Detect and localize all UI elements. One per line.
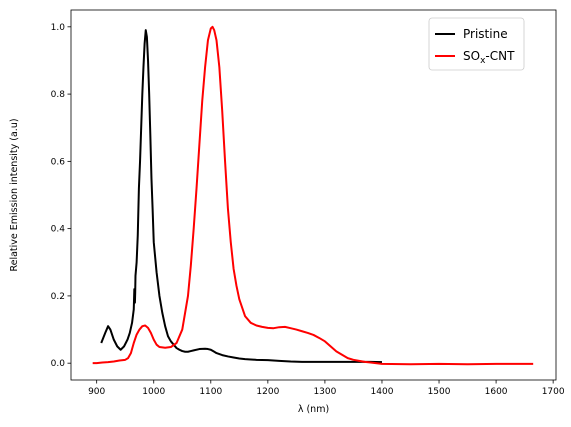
x-tick-label: 900	[88, 387, 105, 397]
x-tick-label: 1200	[256, 387, 279, 397]
series-line-sox-cnt	[92, 25, 534, 366]
plot-frame	[70, 9, 557, 381]
series-layer	[92, 25, 534, 366]
ticks-layer: 900 1000 1100 1200 1300 1400 1500 1600 1700 0.0 0.…	[51, 23, 565, 397]
y-axis-label: Relative Emission intensity (a.u)	[9, 118, 20, 271]
legend-sox-rest: -CNT	[485, 49, 515, 63]
y-tick-label: 0.2	[51, 292, 65, 302]
y-tick-label: 0.0	[51, 359, 66, 369]
x-axis-label: λ (nm)	[298, 404, 329, 415]
x-tick-label: 1400	[371, 387, 394, 397]
legend-label-sox-cnt: SOx-CNT	[463, 49, 515, 66]
x-tick-label: 1500	[428, 387, 451, 397]
series-line-pristine	[100, 29, 382, 364]
y-tick-label: 1.0	[51, 23, 66, 33]
y-tick-label: 0.6	[51, 157, 66, 167]
x-tick-label: 1000	[142, 387, 165, 397]
legend-sox-base: SO	[463, 49, 480, 63]
y-tick-label: 0.8	[51, 90, 66, 100]
x-tick-label: 1700	[542, 387, 565, 397]
x-tick-label: 1100	[199, 387, 222, 397]
y-tick-label: 0.4	[51, 225, 66, 235]
legend-sox-subscript: x	[480, 56, 486, 66]
x-tick-label: 1300	[313, 387, 336, 397]
legend-label-pristine: Pristine	[463, 27, 508, 41]
x-tick-label: 1600	[485, 387, 508, 397]
legend: Pristine SOx-CNT	[428, 17, 525, 71]
